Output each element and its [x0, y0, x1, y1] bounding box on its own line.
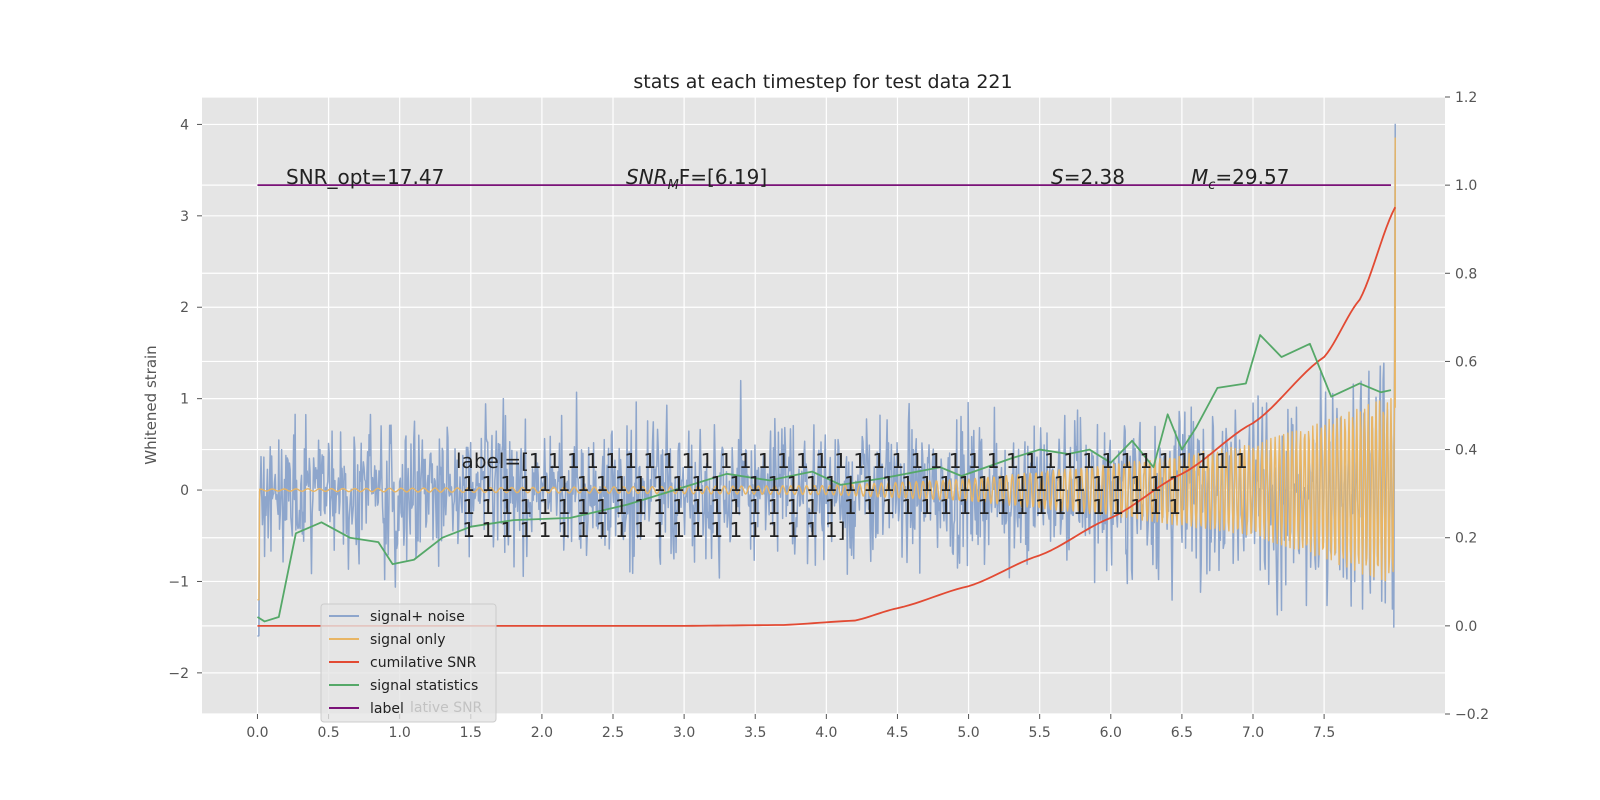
x-tick-label: 6.0: [1100, 725, 1122, 741]
y2-tick-label: 1.2: [1455, 90, 1477, 106]
label-array-line-3: 1 1 1 1 1 1 1 1 1 1 1 1 1 1 1 1 1 1 1 1 …: [456, 495, 1181, 519]
label-array-line-2: 1 1 1 1 1 1 1 1 1 1 1 1 1 1 1 1 1 1 1 1 …: [456, 472, 1181, 496]
y2-tick-label: 1.0: [1455, 178, 1477, 194]
x-tick-label: 1.0: [389, 725, 411, 741]
series-signal-plus-noise: [257, 123, 1396, 637]
x-tick-label: 5.5: [1029, 725, 1051, 741]
y-axis-label: Whitened strain: [142, 345, 160, 464]
legend-label-label: label: [370, 701, 404, 717]
annotation-snr-opt: SNR_opt=17.47: [286, 165, 444, 189]
y2-tick-label: 0.0: [1455, 619, 1477, 635]
x-axis: 0.0 0.5 1.0 1.5 2.0 2.5 3.0 3.5 4.0 4.5 5.0 5.5 6.0 6…: [246, 714, 1335, 741]
legend-box: [320, 603, 497, 723]
y-axis: −2 −1 0 1 2 3 4: [168, 117, 202, 682]
y2-tick-label: 0.8: [1455, 266, 1477, 282]
x-tick-label: 0.5: [317, 725, 339, 741]
line-cumilative-snr: [257, 206, 1397, 627]
y-tick-label: 1: [180, 392, 189, 408]
y-tick-label: 4: [180, 117, 189, 133]
y2-tick-label: 0.4: [1455, 443, 1477, 459]
x-tick-label: 0.0: [246, 725, 268, 741]
y-tick-label: −1: [168, 574, 189, 590]
chart-title: stats at each timestep for test data 221: [633, 71, 1012, 93]
y2-tick-label: 0.6: [1455, 354, 1477, 370]
x-tick-label: 2.5: [602, 725, 624, 741]
annotation-s: S=2.38: [1051, 165, 1125, 189]
label-array-line-1: label=[1 1 1 1 1 1 1 1 1 1 1 1 1 1 1 1 1…: [456, 449, 1248, 473]
annotation-snr-mf: SNRMF=[6.19]: [626, 165, 767, 193]
legend-label-cumilative-snr: cumilative SNR: [370, 655, 477, 671]
legend-ghost-text: lative SNR: [410, 700, 483, 716]
x-tick-label: 2.0: [531, 725, 553, 741]
series-cumilative-snr: [257, 206, 1397, 627]
x-tick-label: 4.0: [815, 725, 837, 741]
series-signal-statistics: [256, 334, 1392, 623]
legend: lative SNR signal+ noise signal only cum…: [320, 603, 497, 723]
y-tick-label: 3: [180, 209, 189, 225]
x-tick-label: 7.5: [1313, 725, 1335, 741]
line-signal-statistics: [256, 334, 1392, 623]
y2-tick-label: −0.2: [1455, 707, 1489, 723]
x-tick-label: 5.0: [957, 725, 979, 741]
label-array-line-4: 1 1 1 1 1 1 1 1 1 1 1 1 1 1 1 1 1 1 1 1]: [456, 518, 845, 542]
legend-label-signal-only: signal only: [370, 632, 445, 648]
annotation-mc: Mc=29.57: [1191, 165, 1289, 193]
y2-tick-label: 0.2: [1455, 531, 1477, 547]
y-tick-label: 2: [180, 300, 189, 316]
legend-label-signal-statistics: signal statistics: [370, 678, 478, 694]
x-tick-label: 1.5: [460, 725, 482, 741]
x-tick-label: 3.0: [673, 725, 695, 741]
series-signal-only: [257, 137, 1396, 601]
y2-axis: −0.2 0.0 0.2 0.4 0.6 0.8 1.0 1.2: [1445, 90, 1489, 723]
x-tick-label: 6.5: [1171, 725, 1193, 741]
line-signal-only: [257, 137, 1396, 601]
legend-label-signal-plus-noise: signal+ noise: [370, 609, 465, 625]
line-signal-plus-noise: [257, 123, 1396, 637]
y-tick-label: −2: [168, 666, 189, 682]
y-tick-label: 0: [180, 483, 189, 499]
x-tick-label: 7.0: [1242, 725, 1264, 741]
x-tick-label: 4.5: [886, 725, 908, 741]
x-tick-label: 3.5: [744, 725, 766, 741]
